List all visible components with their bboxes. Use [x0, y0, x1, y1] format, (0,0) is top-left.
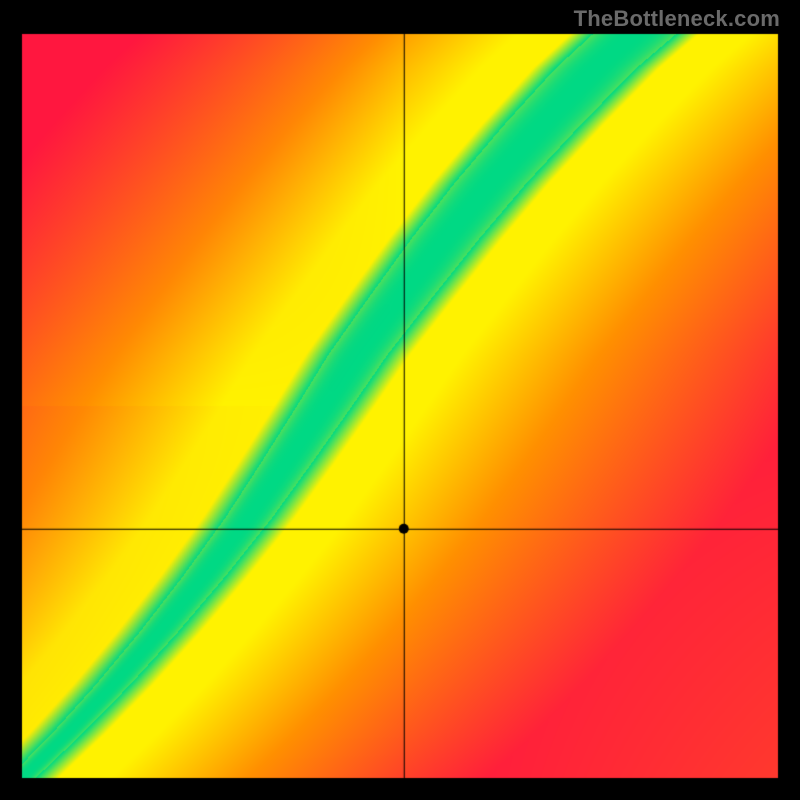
bottleneck-heatmap	[0, 0, 800, 800]
watermark-text: TheBottleneck.com	[574, 6, 780, 32]
